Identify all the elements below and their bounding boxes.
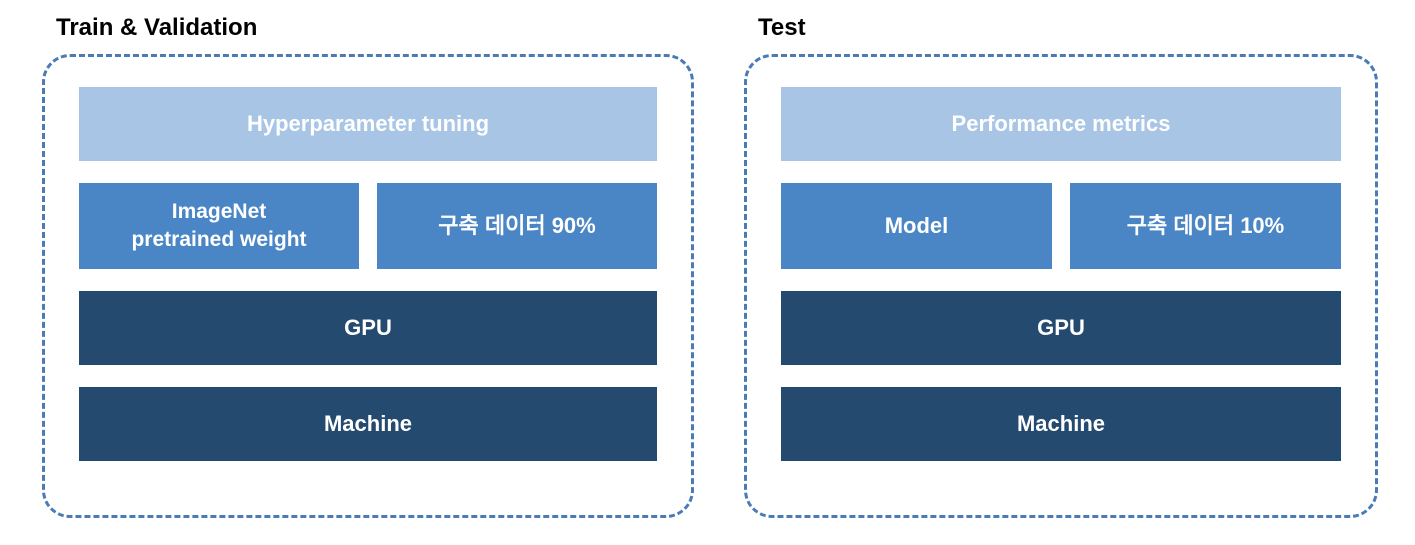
block-test-gpu: GPU bbox=[781, 291, 1341, 365]
block-train-gpu: GPU bbox=[79, 291, 657, 365]
panel-train: Train & Validation Hyperparameter tuning… bbox=[42, 14, 694, 518]
block-model: Model bbox=[781, 183, 1052, 269]
panel-test-box: Performance metrics Model 구축 데이터 10% GPU… bbox=[744, 54, 1378, 518]
panel-test: Test Performance metrics Model 구축 데이터 10… bbox=[744, 14, 1378, 518]
block-train-data-90: 구축 데이터 90% bbox=[377, 183, 657, 269]
panel-test-title: Test bbox=[744, 14, 1378, 42]
panel-train-title: Train & Validation bbox=[42, 14, 694, 42]
panel-train-box: Hyperparameter tuning ImageNet pretraine… bbox=[42, 54, 694, 518]
block-hyperparameter: Hyperparameter tuning bbox=[79, 87, 657, 161]
block-test-data-10: 구축 데이터 10% bbox=[1070, 183, 1341, 269]
block-pretrained-weight: ImageNet pretrained weight bbox=[79, 183, 359, 269]
block-performance-metrics: Performance metrics bbox=[781, 87, 1341, 161]
block-test-machine: Machine bbox=[781, 387, 1341, 461]
block-train-machine: Machine bbox=[79, 387, 657, 461]
